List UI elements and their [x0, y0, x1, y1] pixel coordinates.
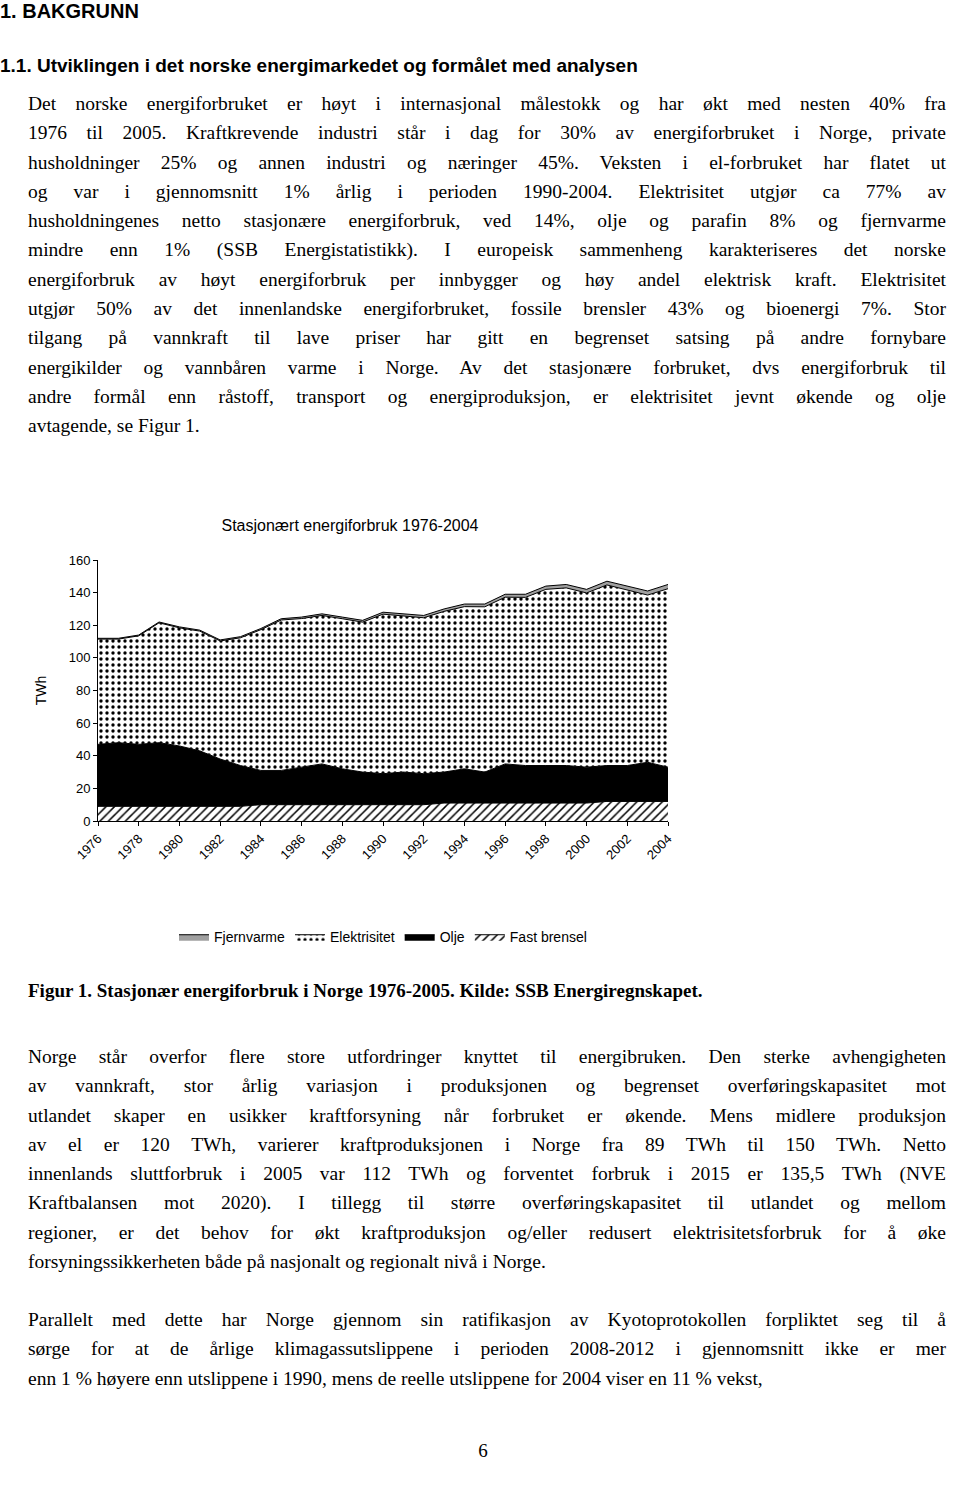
svg-text:80: 80 — [76, 683, 90, 698]
html-text:Parallelt med dette har Norge: Parallelt med dette har Norge gjennom si… — [28, 1309, 946, 1330]
html-text:forsyningssikkerheten både på: forsyningssikkerheten både på nasjonalt … — [28, 1251, 546, 1273]
svg-text:1984: 1984 — [237, 831, 268, 862]
html-text:Norge står overfor flere store: Norge står overfor flere store utfordrin… — [28, 1046, 946, 1067]
svg-text:0: 0 — [83, 814, 90, 829]
html-text:1976 til 2005. Kraftkrevende i: 1976 til 2005. Kraftkrevende industri st… — [28, 122, 946, 144]
html-text:sørge for at de årlige klimaga: sørge for at de årlige klimagassutslippe… — [28, 1338, 946, 1360]
html-text:og var i gjennomsnitt 1% årlig: og var i gjennomsnitt 1% årlig i periode… — [28, 180, 946, 202]
html-text:1.1. Utviklingen i det norske: 1.1. Utviklingen i det norske energimark… — [0, 55, 638, 76]
html-text:husholdningenes netto stasjonæ: husholdningenes netto stasjonære energif… — [28, 210, 946, 232]
html-text:husholdninger 25% og annen ind: husholdninger 25% og annen industri og n… — [28, 151, 946, 173]
html-text:Det norske energiforbruket er: Det norske energiforbruket er høyt i int… — [28, 93, 946, 114]
html-text:avtagende, se Figur 1.: avtagende, se Figur 1. — [28, 415, 200, 437]
svg-text:1988: 1988 — [318, 831, 349, 862]
html-text:innenlands sluttforbruk i 2005: innenlands sluttforbruk i 2005 var 112 T… — [28, 1163, 946, 1185]
html-text:6: 6 — [478, 1440, 488, 1461]
svg-text:140: 140 — [69, 585, 91, 600]
svg-text:1982: 1982 — [196, 831, 227, 862]
svg-text:2004: 2004 — [644, 831, 675, 862]
svg-text:Elektrisitet: Elektrisitet — [330, 929, 395, 945]
html-text:energikilder og vannbåren varm: energikilder og vannbåren varme i Norge.… — [28, 356, 946, 378]
html-text:Kraftbalansen mot 2020). I til: Kraftbalansen mot 2020). I tillegg til s… — [28, 1192, 946, 1214]
svg-text:160: 160 — [69, 553, 91, 568]
html-text:Figur 1. Stasjonær energiforbr: Figur 1. Stasjonær energiforbruk i Norge… — [28, 980, 703, 1001]
svg-text:Stasjonært energiforbruk 1976-: Stasjonært energiforbruk 1976-2004 — [221, 517, 478, 534]
html-text:andre formål enn råstoff, tran: andre formål enn råstoff, transport og e… — [28, 386, 946, 407]
svg-text:1978: 1978 — [114, 831, 145, 862]
html-text:enn 1 % høyere enn utslippene: enn 1 % høyere enn utslippene i 1990, me… — [28, 1367, 763, 1389]
svg-text:40: 40 — [76, 748, 90, 763]
svg-text:1990: 1990 — [359, 831, 390, 862]
html-text:1. BAKGRUNN: 1. BAKGRUNN — [0, 0, 139, 22]
svg-text:2002: 2002 — [603, 831, 634, 862]
html-text:av vannkraft, stor årlig varia: av vannkraft, stor årlig variasjon i pro… — [28, 1075, 946, 1097]
svg-text:1996: 1996 — [481, 831, 512, 862]
svg-text:120: 120 — [69, 618, 91, 633]
svg-text:1980: 1980 — [155, 831, 186, 862]
html-text:utlandet skaper en usikker kra: utlandet skaper en usikker kraftforsynin… — [28, 1104, 946, 1126]
svg-text:1994: 1994 — [440, 831, 471, 862]
html-text:regioner, er det behov for økt: regioner, er det behov for økt kraftprod… — [28, 1221, 946, 1243]
svg-text:TWh: TWh — [33, 676, 49, 706]
svg-text:100: 100 — [69, 650, 91, 665]
html-text:tilgang på vannkraft til lave: tilgang på vannkraft til lave priser har… — [28, 327, 946, 349]
html-text:utgjør 50% av det innenlandske: utgjør 50% av det innenlandske energifor… — [28, 298, 946, 320]
svg-text:20: 20 — [76, 781, 90, 796]
html-text:av el er 120 TWh, varierer kra: av el er 120 TWh, varierer kraftproduksj… — [28, 1133, 946, 1155]
svg-text:1986: 1986 — [277, 831, 308, 862]
svg-text:60: 60 — [76, 716, 90, 731]
svg-text:1998: 1998 — [522, 831, 553, 862]
svg-text:Fjernvarme: Fjernvarme — [214, 929, 285, 945]
svg-text:1976: 1976 — [74, 831, 105, 862]
svg-text:1992: 1992 — [399, 831, 430, 862]
html-text:mindre enn 1% (SSB Energistati: mindre enn 1% (SSB Energistatistikk). I … — [28, 239, 946, 261]
html-text:energiforbruk av høyt energifo: energiforbruk av høyt energiforbruk per … — [28, 268, 946, 290]
svg-text:Fast brensel: Fast brensel — [510, 929, 587, 945]
svg-text:2000: 2000 — [562, 831, 593, 862]
svg-text:Olje: Olje — [440, 929, 465, 945]
